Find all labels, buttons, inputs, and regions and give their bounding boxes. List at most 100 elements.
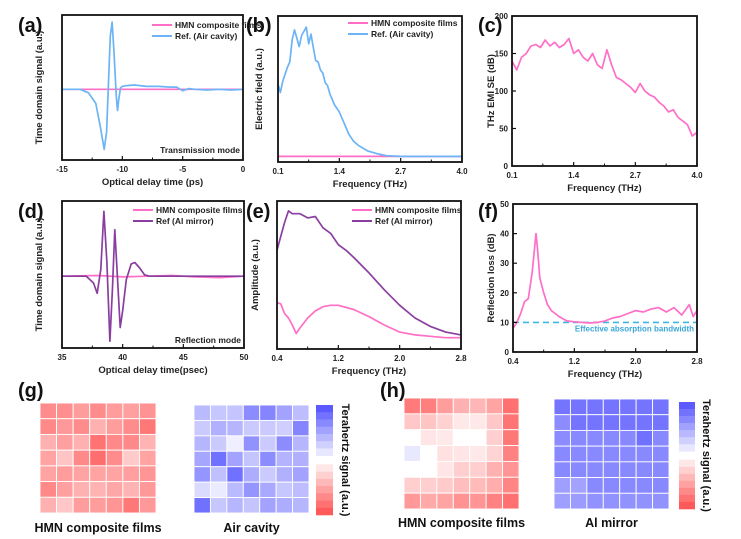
colorbar-segment	[316, 448, 333, 456]
panel-a: (a) -15 -10 -5 0 Optical delay time (ps) Time …	[18, 14, 262, 188]
eab-annotation: Effective absorption bandwidth	[575, 324, 694, 333]
heatmap-cell	[586, 445, 604, 463]
heatmap-title: HMN composite films	[398, 516, 525, 530]
y-tick-label: 200	[495, 12, 509, 21]
heatmap-cell	[105, 433, 124, 451]
panel-label: (g)	[18, 380, 44, 402]
heatmap-cell	[469, 445, 487, 462]
colorbar-segment	[316, 500, 333, 509]
heatmap-cell	[586, 414, 604, 431]
heatmap-cell	[403, 397, 421, 415]
heatmap-cell	[89, 402, 107, 420]
legend-label: Ref (Al mirror)	[156, 216, 214, 226]
heatmap-cell	[72, 402, 91, 420]
heatmap-cell	[209, 466, 228, 483]
colorbar-segment	[679, 480, 695, 489]
heatmap-cell	[209, 435, 228, 452]
heatmap-cell	[635, 398, 654, 416]
heatmap-cell	[553, 477, 571, 494]
x-tick-label: 0	[241, 165, 246, 174]
panel-label: (a)	[18, 15, 42, 37]
heatmap-cell	[275, 497, 294, 514]
heatmap-cell	[89, 465, 107, 483]
heatmap-cell	[259, 419, 277, 437]
heatmap-cell	[138, 433, 157, 451]
heatmap-cell	[452, 429, 471, 447]
heatmap-cell	[403, 476, 421, 494]
heatmap-cell	[403, 413, 421, 431]
heatmap-cell	[105, 418, 124, 435]
heatmap-cell	[586, 477, 604, 494]
heatmap-cell	[39, 433, 58, 451]
heatmap-cell	[502, 492, 520, 510]
y-axis-label: Reflection loss (dB)	[486, 233, 497, 322]
heatmap-cell	[193, 497, 211, 514]
heatmap-cell	[602, 492, 621, 510]
heatmap-cell	[39, 402, 58, 420]
heatmap-cell	[275, 450, 294, 468]
colorbar-segment	[316, 441, 333, 449]
heatmap-cell	[259, 435, 277, 452]
x-axis-label: Optical delay time(psec)	[98, 365, 207, 376]
x-tick-label: 1.2	[569, 357, 581, 366]
heatmap-cell	[569, 398, 588, 416]
series-line-ref-air-cavity-	[277, 26, 462, 158]
heatmap-cell	[259, 481, 277, 499]
heatmap-cell	[292, 419, 310, 437]
heatmap-title: Air cavity	[223, 521, 279, 535]
panel-d: (d) 35 40 45 50 Optical delay time(psec) Time …	[18, 200, 249, 376]
x-tick-label: 1.4	[568, 171, 580, 180]
heatmap-cell	[292, 435, 310, 452]
heatmap-cell	[56, 481, 74, 498]
heatmap-cell	[39, 496, 58, 514]
x-tick-label: -15	[56, 165, 68, 174]
heatmap-cell	[122, 433, 140, 451]
heatmap-cell	[226, 466, 244, 483]
heatmap-cell	[89, 481, 107, 498]
heatmap-cell	[502, 445, 520, 462]
y-tick-label: 20	[500, 289, 509, 298]
heatmap-cell	[226, 419, 244, 437]
heatmap-cell	[138, 465, 157, 483]
heatmap-cell	[72, 418, 91, 435]
legend-label: HMN composite films	[175, 20, 262, 30]
colorbar-segment	[679, 416, 695, 424]
heatmap-cell	[193, 419, 211, 437]
legend-label: HMN composite films	[156, 205, 243, 215]
heatmap-cell	[259, 404, 277, 421]
heatmap-cell	[419, 397, 438, 415]
y-axis-label: Amplitude (a.u.)	[250, 239, 261, 311]
heatmap-cell	[403, 445, 421, 462]
colorbar-segment	[679, 444, 695, 452]
heatmap-cell	[586, 492, 604, 510]
heatmap-cell	[469, 492, 487, 510]
heatmap-cell	[242, 419, 261, 437]
x-tick-label: 2.8	[691, 357, 703, 366]
legend-label: HMN composite films	[371, 18, 458, 28]
series-line-ref-al-mirror-	[62, 210, 244, 343]
panel-e: (e) 0.4 1.2 2.0 2.8 Frequency (THz) Amplitude …	[246, 200, 467, 377]
series-line-ref-air-cavity-	[62, 21, 244, 151]
heatmap-cell	[652, 445, 670, 463]
heatmap-cell	[569, 445, 588, 463]
heatmap-cell	[553, 461, 571, 479]
heatmap-cell	[485, 445, 504, 462]
heatmap-cell	[122, 449, 140, 467]
heatmap-cell	[275, 466, 294, 483]
x-tick-label: 0.1	[272, 167, 284, 176]
x-tick-label: 2.7	[395, 167, 407, 176]
mode-annotation: Transmission mode	[160, 145, 240, 155]
heatmap-cell	[485, 429, 504, 447]
heatmap-cell	[209, 450, 228, 468]
heatmap-cell	[89, 496, 107, 514]
heatmap-cell	[569, 477, 588, 494]
mode-annotation: Reflection mode	[175, 335, 241, 345]
heatmap-cell	[619, 398, 637, 416]
heatmap-cell	[105, 402, 124, 420]
y-axis-label: Time domain signal (a.u.)	[34, 218, 45, 332]
heatmap-cell	[569, 429, 588, 447]
heatmap-cell	[602, 477, 621, 494]
plot-frame	[61, 200, 245, 349]
heatmap-cell	[452, 492, 471, 510]
heatmap-cell	[122, 402, 140, 420]
